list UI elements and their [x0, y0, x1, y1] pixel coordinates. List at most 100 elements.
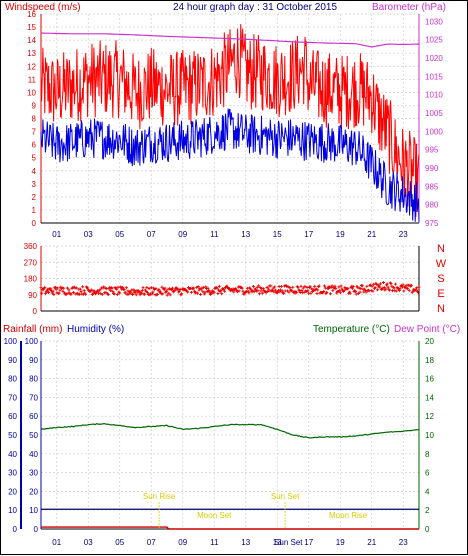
baro-y-tick-label: 1030 — [425, 17, 443, 26]
direction-point — [338, 291, 342, 295]
direction-point — [143, 288, 147, 292]
direction-point — [75, 286, 79, 290]
direction-point — [409, 283, 413, 287]
direction-point — [360, 284, 364, 288]
direction-point — [124, 286, 128, 290]
x-tick-label: 23 — [399, 538, 408, 547]
direction-point — [122, 288, 126, 292]
direction-point — [212, 290, 216, 294]
direction-point — [259, 289, 263, 293]
rain-y-tick-label: 60 — [8, 412, 17, 421]
direction-point — [267, 287, 271, 291]
x-tick-label: 09 — [178, 230, 187, 239]
direction-point — [315, 292, 319, 296]
direction-point — [111, 290, 115, 294]
humidity-y-tick-label: 60 — [29, 412, 38, 421]
direction-point — [205, 290, 209, 294]
compass-label: W — [436, 258, 447, 270]
direction-point — [301, 286, 305, 290]
direction-point — [72, 291, 76, 295]
direction-point — [215, 286, 219, 290]
direction-point — [100, 292, 104, 296]
direction-point — [168, 293, 172, 297]
direction-point — [204, 285, 208, 289]
direction-point — [342, 288, 346, 292]
wind-y-tick-label: 16 — [27, 10, 36, 19]
direction-point — [382, 285, 386, 289]
humidity-y-tick-label: 90 — [29, 356, 38, 365]
direction-point — [165, 293, 169, 297]
direction-point — [381, 286, 385, 290]
humidity-y-tick-label: 100 — [25, 337, 39, 346]
direction-point — [375, 288, 379, 292]
direction-point — [270, 288, 274, 292]
temp-y-tick-label: 18 — [425, 356, 434, 365]
direction-y-tick-label: 180 — [24, 275, 38, 284]
wind-y-tick-label: 5 — [32, 154, 37, 163]
direction-point — [246, 289, 250, 293]
humidity-y-tick-label: 80 — [29, 375, 38, 384]
direction-point — [272, 290, 276, 294]
wind-y-tick-label: 13 — [27, 49, 36, 58]
x-tick-label: 03 — [84, 230, 93, 239]
temp-y-tick-label: 10 — [425, 431, 434, 440]
direction-point — [53, 285, 57, 289]
dewpoint-axis-title: Dew Point (°C) — [394, 324, 460, 335]
direction-point — [261, 291, 265, 295]
direction-point — [223, 289, 227, 293]
direction-point — [337, 285, 341, 289]
direction-point — [90, 288, 94, 292]
direction-point — [52, 293, 56, 297]
x-tick-label: 19 — [336, 538, 345, 547]
direction-point — [285, 284, 289, 288]
direction-point — [255, 285, 259, 289]
humidity-y-tick-label: 40 — [29, 450, 38, 459]
direction-point — [310, 289, 314, 293]
direction-point — [286, 285, 290, 289]
direction-point — [164, 289, 168, 293]
direction-point — [81, 285, 85, 289]
direction-point — [416, 291, 420, 295]
direction-point — [47, 290, 51, 294]
direction-point — [62, 286, 66, 290]
direction-point — [273, 285, 277, 289]
direction-point — [373, 286, 377, 290]
direction-point — [295, 290, 299, 294]
direction-point — [112, 292, 116, 296]
direction-point — [102, 285, 106, 289]
wind-y-tick-label: 4 — [32, 167, 37, 176]
avg-wind-series-line — [40, 108, 420, 222]
baro-y-tick-label: 990 — [425, 164, 439, 173]
direction-point — [199, 292, 203, 296]
direction-point — [157, 288, 161, 292]
direction-point — [121, 285, 125, 289]
direction-point — [216, 291, 220, 295]
direction-point — [84, 292, 88, 296]
direction-point — [249, 288, 253, 292]
graph-title: 24 hour graph day : 31 October 2015 — [173, 2, 337, 13]
direction-point — [306, 289, 310, 293]
direction-point — [291, 285, 295, 289]
wind-y-tick-label: 10 — [27, 88, 36, 97]
direction-point — [251, 284, 255, 288]
direction-point — [279, 284, 283, 288]
direction-point — [252, 290, 256, 294]
temp-y-tick-label: 12 — [425, 412, 434, 421]
direction-point — [69, 292, 73, 296]
x-tick-label: 07 — [147, 538, 156, 547]
x-tick-label: 11 — [210, 230, 219, 239]
direction-point — [278, 290, 282, 294]
direction-point — [357, 291, 361, 295]
direction-point — [369, 283, 373, 287]
direction-point — [312, 288, 316, 292]
temp-y-tick-label: 6 — [425, 469, 430, 478]
direction-point — [273, 288, 277, 292]
direction-point — [195, 285, 199, 289]
direction-point — [65, 286, 69, 290]
humidity-axis-title: Humidity (%) — [67, 324, 124, 335]
direction-point — [254, 287, 258, 291]
temp-y-tick-label: 2 — [425, 506, 430, 515]
direction-point — [150, 292, 154, 296]
humidity-y-tick-label: 30 — [29, 469, 38, 478]
rainfall-axis-title: Rainfall (mm) — [3, 324, 62, 335]
